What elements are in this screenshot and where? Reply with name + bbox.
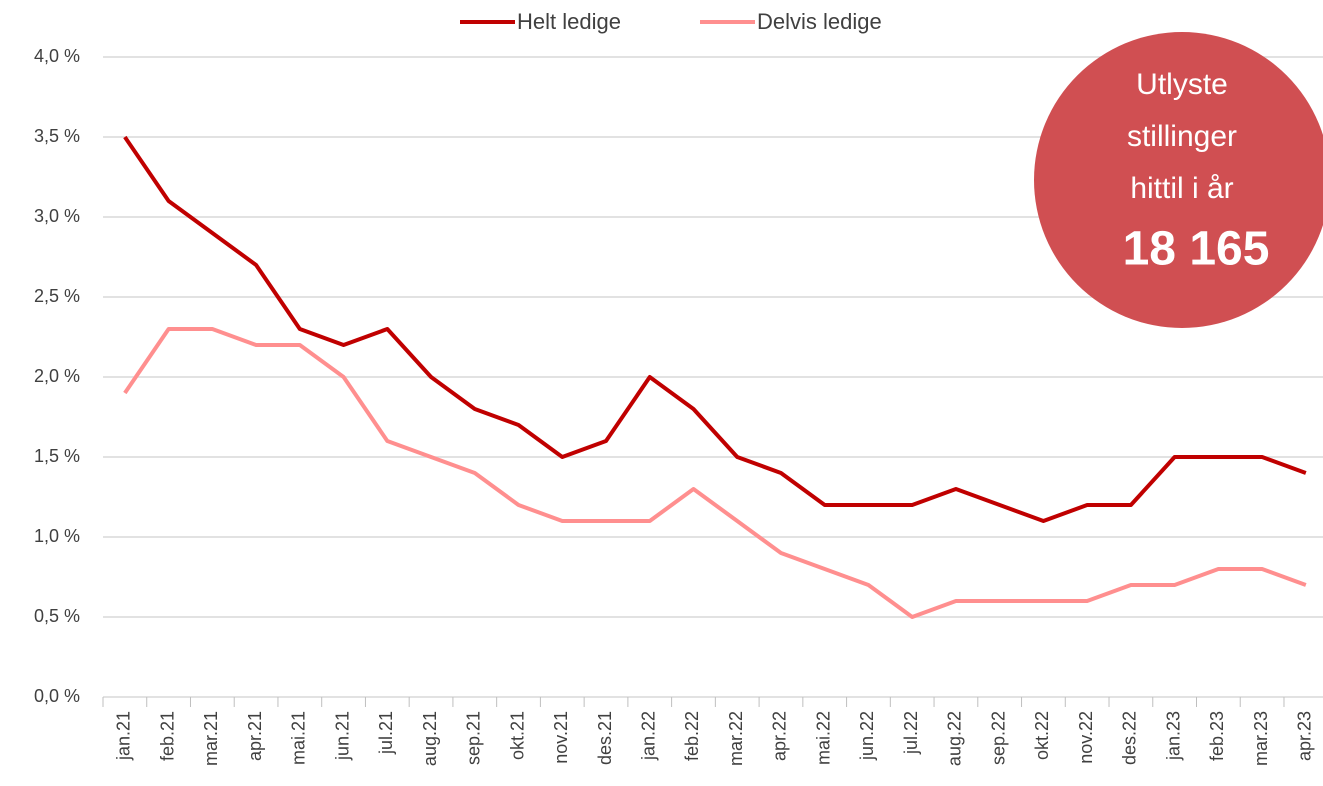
- x-tick-label: mai.21: [289, 711, 309, 765]
- legend-label: Delvis ledige: [757, 9, 882, 34]
- x-tick-label: mar.23: [1251, 711, 1271, 766]
- x-tick-label: jan.23: [1163, 711, 1183, 761]
- x-tick-label: jun.22: [857, 711, 877, 761]
- y-tick-label: 0,0 %: [34, 686, 80, 706]
- x-tick-label: apr.23: [1295, 711, 1315, 761]
- y-tick-label: 2,0 %: [34, 366, 80, 386]
- x-tick-label: nov.22: [1076, 711, 1096, 764]
- x-tick-label: mai.22: [813, 711, 833, 765]
- x-tick-label: jan.22: [639, 711, 659, 761]
- x-tick-label: feb.21: [157, 711, 177, 761]
- x-tick-label: jul.22: [901, 711, 921, 755]
- x-tick-label: aug.22: [945, 711, 965, 766]
- y-tick-label: 3,0 %: [34, 206, 80, 226]
- x-tick-label: okt.21: [507, 711, 527, 760]
- series-line: [123, 135, 1307, 523]
- x-tick-label: jun.21: [332, 711, 352, 761]
- x-tick-label: des.22: [1120, 711, 1140, 765]
- legend-label: Helt ledige: [517, 9, 621, 34]
- annotation-value: 18 165: [1123, 223, 1270, 276]
- x-tick-label: nov.21: [551, 711, 571, 764]
- y-tick-label: 1,0 %: [34, 526, 80, 546]
- series-line: [123, 327, 1307, 619]
- y-tick-label: 4,0 %: [34, 46, 80, 66]
- x-tick-label: apr.21: [245, 711, 265, 761]
- x-tick-label: mar.22: [726, 711, 746, 766]
- x-tick-label: jan.21: [114, 711, 134, 761]
- x-tick-label: feb.22: [682, 711, 702, 761]
- annotation-line: stillinger: [1127, 120, 1237, 153]
- x-tick-label: des.21: [595, 711, 615, 765]
- x-tick-label: jul.21: [376, 711, 396, 755]
- y-tick-label: 3,5 %: [34, 126, 80, 146]
- x-tick-label: aug.21: [420, 711, 440, 766]
- x-tick-label: sep.22: [988, 711, 1008, 765]
- x-tick-label: feb.23: [1207, 711, 1227, 761]
- x-tick-label: mar.21: [201, 711, 221, 766]
- x-tick-label: apr.22: [770, 711, 790, 761]
- x-tick-label: okt.22: [1032, 711, 1052, 760]
- x-tick-label: sep.21: [464, 711, 484, 765]
- annotation-line: hittil i år: [1130, 172, 1233, 205]
- y-tick-label: 1,5 %: [34, 446, 80, 466]
- y-tick-label: 2,5 %: [34, 286, 80, 306]
- annotation-circle: [1034, 32, 1323, 328]
- annotation-line: Utlyste: [1136, 68, 1228, 101]
- y-tick-label: 0,5 %: [34, 606, 80, 626]
